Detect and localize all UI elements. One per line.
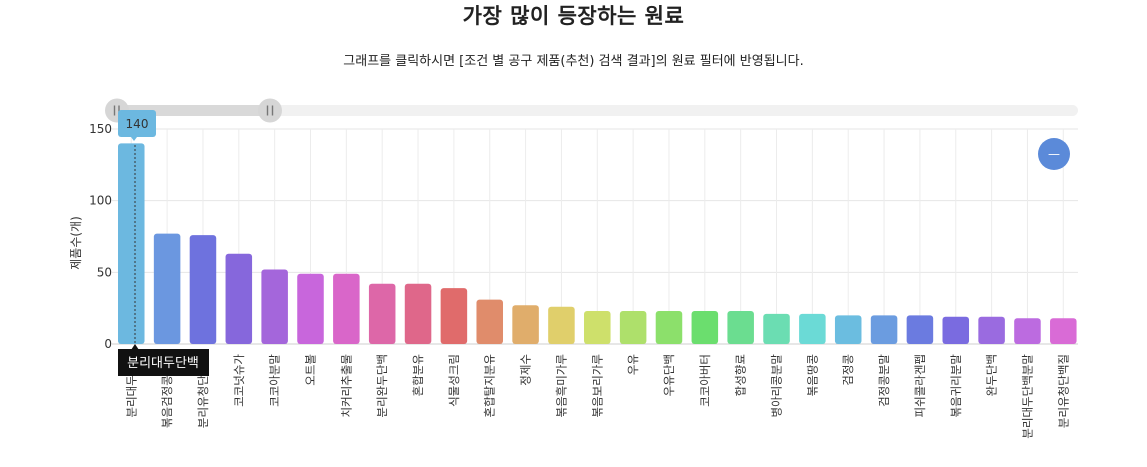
y-axis-label: 제품수(개) xyxy=(69,216,83,270)
x-tick-label[interactable]: 코코아버터 xyxy=(698,354,712,407)
bar-14[interactable] xyxy=(584,311,611,344)
x-tick-label[interactable]: 피쉬콜라겐펩 xyxy=(913,354,927,417)
bar-10[interactable] xyxy=(440,288,468,344)
x-tick-label[interactable]: 볶음땅콩 xyxy=(805,354,819,396)
bar-13[interactable] xyxy=(548,306,575,344)
page-title: 가장 많이 등장하는 원료 xyxy=(462,4,685,28)
x-tick-label[interactable]: 분리대두단백분말 xyxy=(1020,354,1034,439)
x-tick-label[interactable]: 코코넛슈가 xyxy=(232,354,246,407)
x-tick-label[interactable]: 혼합탈지분유 xyxy=(483,354,497,417)
bar-19[interactable] xyxy=(763,313,790,344)
bar-8[interactable] xyxy=(368,283,396,344)
bar-2[interactable] xyxy=(153,233,181,344)
bar-22[interactable] xyxy=(870,315,898,344)
bar-21[interactable] xyxy=(834,315,862,344)
bar-15[interactable] xyxy=(619,311,647,344)
range-slider[interactable] xyxy=(105,98,1078,123)
pause-grip-icon xyxy=(266,105,274,116)
x-tick-label[interactable]: 완두단백 xyxy=(985,354,999,396)
x-tick-label[interactable]: 코코아분말 xyxy=(268,354,282,407)
bar-5[interactable] xyxy=(261,269,288,344)
bar-17[interactable] xyxy=(691,311,719,344)
y-tick-label: 150 xyxy=(89,122,112,136)
bar-25[interactable] xyxy=(978,316,1005,344)
y-tick-label: 50 xyxy=(97,265,112,279)
zoom-reset-button[interactable]: — xyxy=(1038,138,1070,170)
x-tick-label[interactable]: 정제수 xyxy=(519,354,533,386)
value-tooltip: 140 xyxy=(118,110,156,141)
x-tick-label[interactable]: 오트볼 xyxy=(304,354,318,386)
x-tick-label[interactable]: 검정콩 xyxy=(841,354,855,386)
slider-handle-right[interactable] xyxy=(258,98,282,123)
bar-4[interactable] xyxy=(225,253,253,344)
y-tick-label: 0 xyxy=(104,337,112,351)
x-tick-label[interactable]: 식물성크림 xyxy=(447,354,461,407)
x-tick-label[interactable]: 볶음보리가루 xyxy=(590,354,604,417)
bar-23[interactable] xyxy=(906,315,934,344)
slider-track[interactable] xyxy=(112,105,1078,116)
bar-9[interactable] xyxy=(404,283,432,344)
tooltip-category: 분리대두단백 xyxy=(127,356,199,371)
x-tick-label[interactable]: 분리유청단백질 xyxy=(1056,354,1070,428)
x-tick-label[interactable]: 혼합분유 xyxy=(411,354,425,396)
bar-26[interactable] xyxy=(1014,318,1041,344)
x-tick-label[interactable]: 분리완두단백 xyxy=(375,354,389,417)
bar-20[interactable] xyxy=(799,313,826,344)
x-tick-label[interactable]: 우유단백 xyxy=(662,354,676,396)
x-tick-label[interactable]: 검정콩분말 xyxy=(877,354,891,407)
bar-7[interactable] xyxy=(333,273,360,344)
minus-icon: — xyxy=(1048,147,1060,161)
x-tick-label[interactable]: 합성향료 xyxy=(734,354,748,396)
bars xyxy=(118,143,1077,344)
bar-16[interactable] xyxy=(655,311,683,344)
x-axis-labels: 분리대두단백 볶음검정콩가루 분리유청단백질 코코넛슈가 코코아분말 오트볼 치커리추출물 분… xyxy=(124,354,1070,439)
slider-selected-range[interactable] xyxy=(117,105,270,116)
bar-1[interactable] xyxy=(118,143,145,344)
tooltip-value: 140 xyxy=(126,117,149,131)
x-tick-label[interactable]: 병아리콩분말 xyxy=(770,354,784,418)
y-axis: 0 50 100 150 xyxy=(89,122,112,351)
x-tick-label[interactable]: 볶음귀리분말 xyxy=(949,354,963,418)
bar-18[interactable] xyxy=(727,311,754,344)
y-tick-label: 100 xyxy=(89,194,112,208)
bar-11[interactable] xyxy=(476,299,504,344)
x-tick-label[interactable]: 우유 xyxy=(626,354,640,375)
bar-24[interactable] xyxy=(942,316,970,344)
bar-6[interactable] xyxy=(297,273,324,344)
bar-12[interactable] xyxy=(512,305,539,344)
bar-3[interactable] xyxy=(189,235,217,344)
category-tooltip: 분리대두단백 xyxy=(118,344,209,376)
x-tick-label[interactable]: 치커리추출물 xyxy=(339,354,353,417)
page-subtitle: 그래프를 클릭하시면 [조건 별 공구 제품(추천) 검색 결과]의 원료 필터… xyxy=(343,54,804,69)
bar-27[interactable] xyxy=(1050,318,1077,344)
x-tick-label[interactable]: 볶음흑미가루 xyxy=(554,354,568,417)
